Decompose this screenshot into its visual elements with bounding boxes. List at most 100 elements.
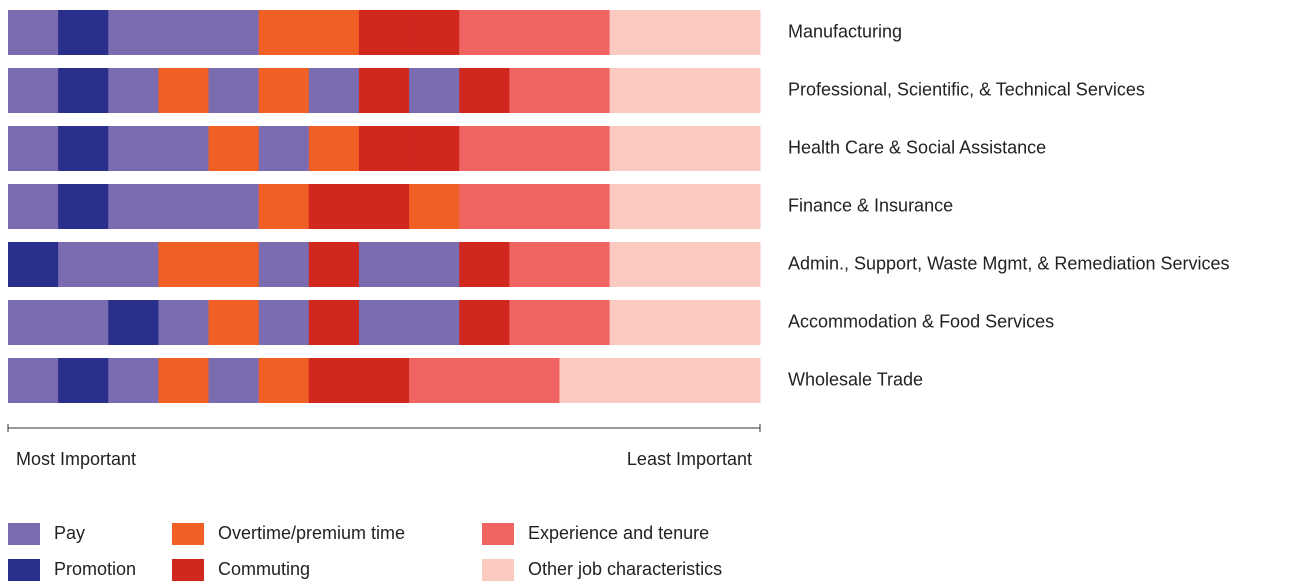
- rank-segment: [208, 10, 260, 55]
- rank-segment: [358, 300, 410, 345]
- rank-segment: [709, 126, 761, 171]
- rank-segment: [459, 10, 510, 55]
- rank-segment: [609, 184, 661, 229]
- rank-segment: [559, 300, 611, 345]
- rank-segment: [559, 68, 611, 113]
- row-label: Wholesale Trade: [788, 369, 923, 389]
- row-label: Accommodation & Food Services: [788, 311, 1054, 331]
- rank-segment: [108, 358, 159, 403]
- axis-left-label: Most Important: [16, 449, 136, 469]
- row-label: Professional, Scientific, & Technical Se…: [788, 79, 1145, 99]
- legend-label: Pay: [54, 523, 85, 543]
- rank-segment: [58, 358, 109, 403]
- rank-segment: [258, 126, 310, 171]
- rank-segment: [709, 184, 761, 229]
- rank-segment: [58, 242, 109, 287]
- rank-segment: [8, 242, 59, 287]
- rank-segment: [659, 358, 711, 403]
- rank-segment: [709, 300, 761, 345]
- rank-segment: [108, 126, 159, 171]
- rank-segment: [509, 126, 560, 171]
- legend-label: Commuting: [218, 559, 310, 579]
- rank-segment: [509, 68, 560, 113]
- rank-segment: [208, 68, 260, 113]
- legend-label: Experience and tenure: [528, 523, 709, 543]
- rank-segment: [158, 358, 210, 403]
- rank-segment: [108, 300, 159, 345]
- rank-segment: [158, 126, 210, 171]
- rank-segment: [409, 68, 460, 113]
- rank-segment: [609, 300, 661, 345]
- rank-segment: [108, 242, 159, 287]
- rank-segment: [258, 358, 310, 403]
- rank-segment: [208, 126, 260, 171]
- rank-segment: [659, 10, 711, 55]
- rank-segment: [158, 300, 210, 345]
- legend-label: Overtime/premium time: [218, 523, 405, 543]
- legend-swatch: [482, 523, 514, 545]
- rank-segment: [358, 242, 410, 287]
- rank-segment: [559, 184, 611, 229]
- legend-swatch: [8, 523, 40, 545]
- rank-segment: [158, 184, 210, 229]
- rank-segment: [659, 300, 711, 345]
- legend-swatch: [172, 523, 204, 545]
- rank-segment: [559, 126, 611, 171]
- rank-segment: [108, 10, 159, 55]
- rank-segment: [358, 358, 410, 403]
- rank-segment: [409, 184, 460, 229]
- rank-segment: [409, 242, 460, 287]
- rank-segment: [8, 126, 59, 171]
- rank-segment: [609, 358, 661, 403]
- rank-segment: [58, 184, 109, 229]
- rank-segment: [308, 242, 360, 287]
- legend-swatch: [8, 559, 40, 581]
- rank-segment: [8, 184, 59, 229]
- rank-segment: [409, 358, 460, 403]
- rank-segment: [709, 242, 761, 287]
- rank-segment: [58, 126, 109, 171]
- row-label: Manufacturing: [788, 21, 902, 41]
- rank-segment: [559, 10, 611, 55]
- rank-segment: [609, 126, 661, 171]
- rank-segment: [258, 242, 310, 287]
- rank-segment: [409, 300, 460, 345]
- rank-segment: [308, 10, 360, 55]
- rank-segment: [158, 10, 210, 55]
- row-label: Admin., Support, Waste Mgmt, & Remediati…: [788, 253, 1230, 273]
- rank-segment: [258, 300, 310, 345]
- rank-segment: [258, 184, 310, 229]
- axis-right-label: Least Important: [627, 449, 752, 469]
- rank-segment: [208, 184, 260, 229]
- row-label: Health Care & Social Assistance: [788, 137, 1046, 157]
- rank-segment: [308, 126, 360, 171]
- rank-segment: [659, 126, 711, 171]
- rank-segment: [58, 10, 109, 55]
- legend-swatch: [172, 559, 204, 581]
- rank-segment: [459, 184, 510, 229]
- rank-segment: [509, 358, 560, 403]
- rank-segment: [709, 10, 761, 55]
- rank-segment: [459, 358, 510, 403]
- rank-segment: [8, 358, 59, 403]
- legend-label: Other job characteristics: [528, 559, 722, 579]
- rank-segment: [208, 300, 260, 345]
- rank-segment: [158, 68, 210, 113]
- rank-segment: [459, 300, 510, 345]
- rank-segment: [258, 68, 310, 113]
- rank-segment: [509, 242, 560, 287]
- rank-segment: [659, 68, 711, 113]
- rank-segment: [108, 184, 159, 229]
- rank-segment: [358, 126, 410, 171]
- rank-segment: [358, 10, 410, 55]
- rank-segment: [709, 358, 761, 403]
- rank-segment: [659, 184, 711, 229]
- rank-segment: [308, 358, 360, 403]
- rank-segment: [659, 242, 711, 287]
- rank-segment: [258, 10, 310, 55]
- rank-segment: [308, 184, 360, 229]
- rank-segment: [609, 242, 661, 287]
- rank-segment: [609, 68, 661, 113]
- rank-segment: [559, 242, 611, 287]
